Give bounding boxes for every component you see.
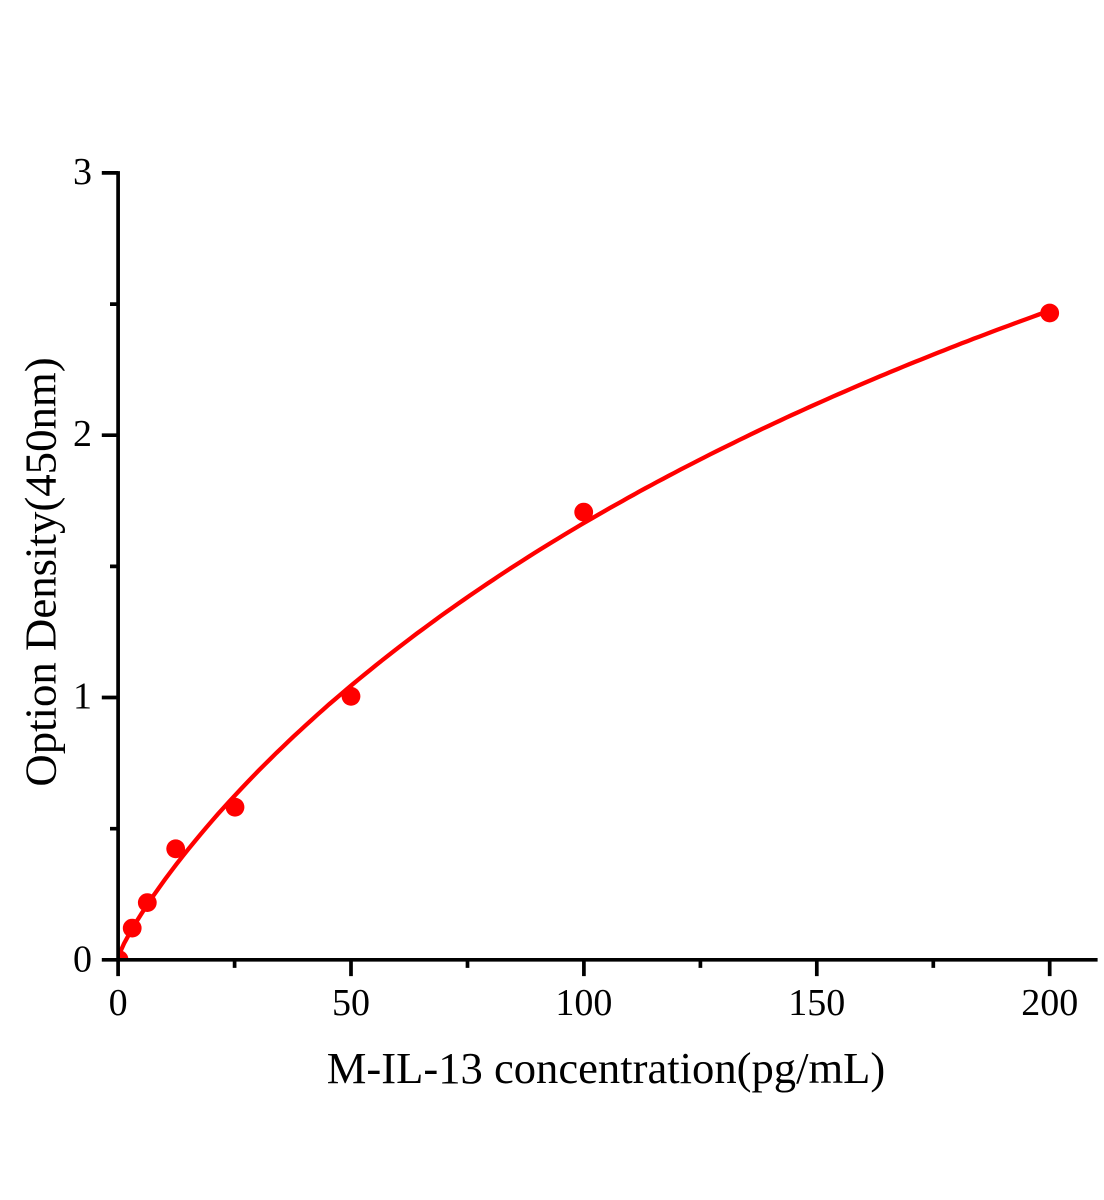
svg-text:100: 100 — [555, 982, 612, 1024]
svg-text:50: 50 — [332, 982, 370, 1024]
svg-text:200: 200 — [1021, 982, 1078, 1024]
svg-text:0: 0 — [73, 938, 92, 980]
svg-text:150: 150 — [788, 982, 845, 1024]
svg-text:0: 0 — [109, 982, 128, 1024]
svg-text:M-IL-13 concentration(pg/mL): M-IL-13 concentration(pg/mL) — [327, 1043, 885, 1093]
svg-text:2: 2 — [73, 413, 92, 455]
svg-text:3: 3 — [73, 151, 92, 193]
svg-text:1: 1 — [73, 676, 92, 718]
svg-text:Option Density(450nm): Option Density(450nm) — [16, 357, 66, 786]
